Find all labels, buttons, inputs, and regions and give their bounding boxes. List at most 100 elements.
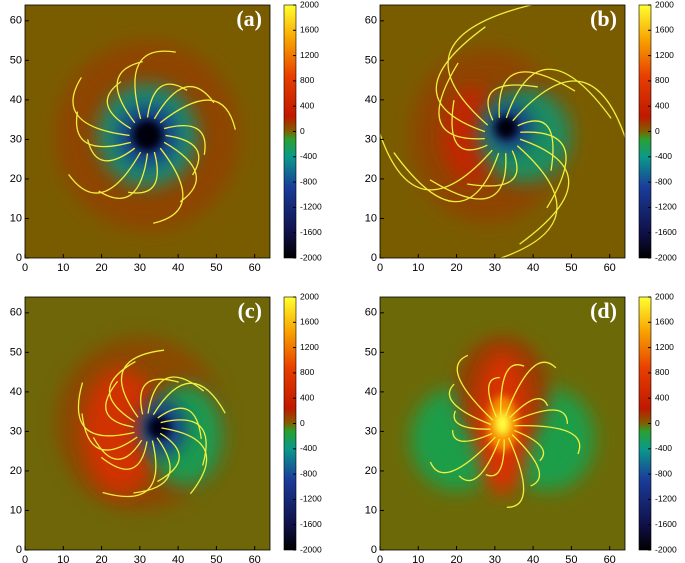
- y-tick-label: 30: [10, 133, 22, 145]
- plot-frame: [379, 4, 626, 259]
- x-tick-label: 20: [450, 554, 462, 563]
- x-tick-label: 30: [489, 554, 501, 563]
- y-tick-label: 20: [10, 173, 22, 185]
- plot-frame: [24, 296, 271, 551]
- heatmap: [380, 297, 625, 550]
- field-line: [504, 361, 557, 417]
- colorbar-label: -1600: [300, 519, 322, 529]
- field-line: [456, 354, 494, 421]
- field-line: [509, 398, 549, 419]
- colorbar-label: 800: [655, 367, 669, 377]
- field-line: [146, 83, 188, 118]
- y-tick-label: 30: [10, 425, 22, 437]
- field-line: [72, 77, 130, 137]
- colorbar-label: 0: [655, 418, 660, 428]
- field-line: [153, 85, 215, 120]
- colorbar-label: -800: [655, 176, 672, 186]
- panel: (a) 0 10 20 30 40 50 60 0 10 20 30 40 50 60 2000 1600 120…: [10, 0, 322, 274]
- colorbar-label: -800: [655, 468, 672, 478]
- field-line: [447, 5, 534, 126]
- colorbar-label: 0: [300, 418, 305, 428]
- field-line: [106, 81, 132, 130]
- field-line: [157, 432, 180, 483]
- field-region: [494, 115, 518, 140]
- field-line: [438, 62, 485, 140]
- field-line: [513, 429, 545, 462]
- field-line: [393, 152, 500, 203]
- field-line: [81, 413, 138, 451]
- field-line: [520, 131, 567, 209]
- colorbar-label: 400: [300, 100, 314, 110]
- x-tick-label: 60: [249, 262, 261, 274]
- field-line: [100, 441, 148, 470]
- colorbar-label: -1200: [300, 202, 322, 212]
- colorbar-label: -1200: [300, 494, 322, 504]
- field-line: [505, 68, 612, 119]
- colorbar-label: -2000: [655, 252, 677, 262]
- y-tick-label: 60: [365, 307, 377, 319]
- field-line: [98, 153, 149, 199]
- y-tick-label: 20: [10, 465, 22, 477]
- colorbar-label: -2000: [300, 544, 322, 554]
- x-tick-label: 20: [450, 262, 462, 274]
- field-line: [429, 436, 496, 474]
- heatmap: [380, 5, 625, 258]
- field-line: [157, 407, 202, 440]
- field-line: [108, 360, 136, 423]
- x-tick-label: 30: [134, 262, 146, 274]
- x-tick-label: 40: [527, 554, 539, 563]
- colorbar-label: 800: [300, 367, 314, 377]
- field-line: [500, 364, 525, 416]
- x-tick-label: 0: [22, 262, 28, 274]
- colorbar-label: 400: [300, 392, 314, 402]
- y-tick-label: 60: [10, 15, 22, 27]
- x-tick-label: 0: [377, 262, 383, 274]
- colorbar-label: 1200: [655, 342, 674, 352]
- y-tick-label: 50: [10, 346, 22, 358]
- field-line: [453, 410, 491, 430]
- x-tick-label: 30: [134, 554, 146, 563]
- panel: (c) 0 10 20 30 40 50 60 0 10 20 30 40 50 60 2000 1600 120…: [10, 291, 322, 563]
- panel: (b) 0 10 20 30 40 50 60 0 10 20 30 40 50 60 2000 1600 120…: [365, 0, 677, 274]
- field-line: [134, 50, 176, 119]
- field-line: [133, 437, 171, 494]
- field-line: [102, 440, 157, 498]
- y-tick-label: 40: [10, 94, 22, 106]
- y-tick-label: 20: [365, 465, 377, 477]
- colorbar-label: -400: [655, 151, 672, 161]
- panel-label: (b): [590, 6, 617, 31]
- field-line: [159, 99, 236, 130]
- field-line: [451, 430, 493, 442]
- field-line: [163, 125, 206, 155]
- field-line: [140, 378, 179, 415]
- panel-label: (a): [236, 6, 262, 31]
- colorbar-label: 2000: [655, 291, 674, 301]
- field-region: [494, 411, 511, 436]
- field-line: [163, 141, 198, 203]
- x-tick-label: 50: [210, 262, 222, 274]
- field-line: [68, 151, 142, 194]
- field-line: [120, 349, 165, 418]
- heatmap: [25, 5, 270, 258]
- field-line: [487, 84, 538, 121]
- x-tick-label: 60: [604, 262, 616, 274]
- colorbar-label: 400: [655, 100, 669, 110]
- y-tick-label: 60: [10, 307, 22, 319]
- x-tick-label: 10: [412, 262, 424, 274]
- colorbar-label: 800: [300, 75, 314, 85]
- field-line: [485, 439, 505, 477]
- y-tick-label: 10: [10, 212, 22, 224]
- colorbar-label: 1600: [300, 317, 319, 327]
- field-region: [82, 368, 159, 495]
- field-line: [380, 131, 493, 191]
- colorbar-label: 800: [655, 75, 669, 85]
- colorbar-label: -1200: [655, 202, 677, 212]
- colorbar-label: 0: [655, 126, 660, 136]
- y-tick-label: 10: [365, 212, 377, 224]
- panel-label: (c): [238, 298, 262, 323]
- colorbar-label: 400: [655, 392, 669, 402]
- plot-frame: [379, 296, 626, 551]
- field-line: [105, 380, 134, 428]
- x-tick-label: 20: [95, 262, 107, 274]
- colorbar-label: -400: [300, 443, 317, 453]
